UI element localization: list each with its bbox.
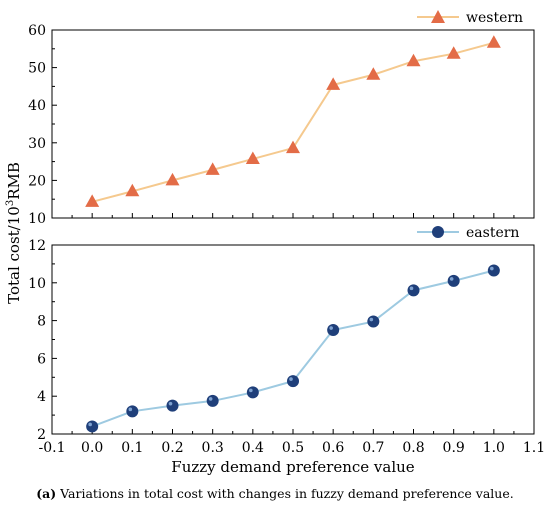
western-data-point [165, 172, 180, 186]
eastern-x-ticks: -0.1 0.0 0.1 0.2 0.3 0.4 0.5 0.6 0.7 0.8 0.9 1.0 1.1 [39, 429, 545, 456]
eastern-plot-frame [51, 244, 535, 435]
western-series-line [91, 41, 495, 203]
eastern-data-point-highlight [168, 401, 173, 406]
figure-caption: (a) Variations in total cost with change… [0, 486, 550, 501]
western-data-point [486, 35, 501, 48]
eastern-data-point [327, 324, 340, 337]
x-tick-label: 0.6 [322, 440, 344, 456]
eastern-series-line [91, 269, 495, 428]
eastern-y-tick-label: 2 [37, 427, 46, 443]
x-tick-label: 0.2 [161, 440, 183, 456]
western-data-point [286, 140, 300, 154]
western-data-point [366, 67, 381, 80]
eastern-data-point [126, 405, 139, 418]
x-tick-label: -0.1 [39, 440, 66, 456]
eastern-data-point-highlight [449, 277, 454, 281]
western-y-tick-label: 10 [28, 211, 46, 227]
eastern-data-point-highlight [128, 407, 133, 412]
western-data-point [406, 53, 421, 67]
western-legend: western [417, 10, 523, 26]
western-y-tick-label: 50 [28, 61, 46, 77]
western-data-point [125, 183, 140, 197]
eastern-data-point [447, 274, 460, 287]
western-data-point [326, 77, 341, 90]
eastern-y-tick-label: 10 [28, 276, 46, 292]
eastern-panel: 2 4 6 8 10 12 -0.1 0.0 0.1 0.2 0.3 0.4 0.5 0.6 0.7 0.8… [28, 225, 545, 456]
western-legend-marker [431, 10, 445, 23]
x-tick-label: 1.0 [483, 440, 505, 456]
western-x-ticks [51, 213, 535, 218]
y-axis-title-main: Total cost/10 [5, 206, 23, 304]
y-axis-title-unit: RMB [5, 162, 23, 200]
western-y-tick-label: 60 [28, 23, 46, 39]
chart-figure: 10 20 30 40 50 60 western 2 4 6 8 10 12 -0.1 0.0 0.1… [5, 10, 545, 476]
y-axis-title-superscript: 3 [5, 200, 16, 206]
eastern-data-point [166, 399, 179, 412]
eastern-data-point-highlight [329, 326, 333, 330]
caption-tag: (a) [36, 486, 57, 501]
western-data-point [245, 151, 260, 164]
western-data-point [446, 46, 461, 59]
x-tick-label: 0.3 [202, 440, 224, 456]
eastern-y-tick-label: 8 [37, 314, 46, 330]
x-tick-label: 0.1 [121, 440, 143, 456]
western-data-point [205, 162, 220, 175]
eastern-data-point [206, 394, 219, 407]
eastern-y-ticks: 2 4 6 8 10 12 [28, 238, 57, 443]
x-tick-label: 0.9 [443, 440, 465, 456]
eastern-data-point [407, 284, 420, 297]
western-y-ticks: 10 20 30 40 50 60 [28, 23, 57, 227]
x-tick-label: 0.7 [362, 440, 384, 456]
western-y-tick-label: 30 [28, 136, 46, 152]
western-series [85, 35, 501, 207]
eastern-data-point-highlight [289, 377, 293, 381]
eastern-series [86, 264, 500, 433]
western-legend-label: western [466, 10, 523, 26]
western-y-tick-label: 20 [28, 173, 46, 189]
caption-text: Variations in total cost with changes in… [56, 486, 514, 501]
x-tick-label: 0.8 [402, 440, 424, 456]
y-axis-title: Total cost/103RMB [5, 162, 23, 304]
x-tick-label: 0.0 [81, 440, 103, 456]
eastern-data-point-highlight [369, 317, 374, 322]
eastern-data-point [287, 375, 299, 388]
eastern-data-point-highlight [88, 422, 92, 427]
eastern-data-point [367, 315, 380, 328]
x-tick-label: 1.1 [523, 440, 545, 456]
eastern-data-point [246, 386, 259, 399]
eastern-legend-marker [432, 226, 444, 238]
x-axis-title: Fuzzy demand preference value [171, 458, 414, 476]
eastern-legend-label: eastern [466, 225, 519, 241]
eastern-y-tick-label: 4 [37, 389, 46, 405]
eastern-data-point [86, 420, 99, 433]
western-plot-frame [51, 29, 535, 219]
eastern-data-point [487, 264, 500, 277]
eastern-y-tick-label: 6 [37, 351, 46, 367]
western-data-point [85, 194, 100, 207]
eastern-data-point-highlight [409, 286, 414, 291]
x-tick-label: 0.4 [242, 440, 264, 456]
western-panel: 10 20 30 40 50 60 western [28, 10, 535, 227]
eastern-data-point-highlight [490, 266, 494, 271]
eastern-data-point-highlight [208, 397, 213, 401]
eastern-data-point-highlight [249, 388, 253, 393]
western-y-tick-label: 40 [28, 98, 46, 114]
x-tick-label: 0.5 [282, 440, 304, 456]
eastern-legend: eastern [417, 225, 519, 241]
eastern-y-tick-label: 12 [28, 238, 46, 254]
